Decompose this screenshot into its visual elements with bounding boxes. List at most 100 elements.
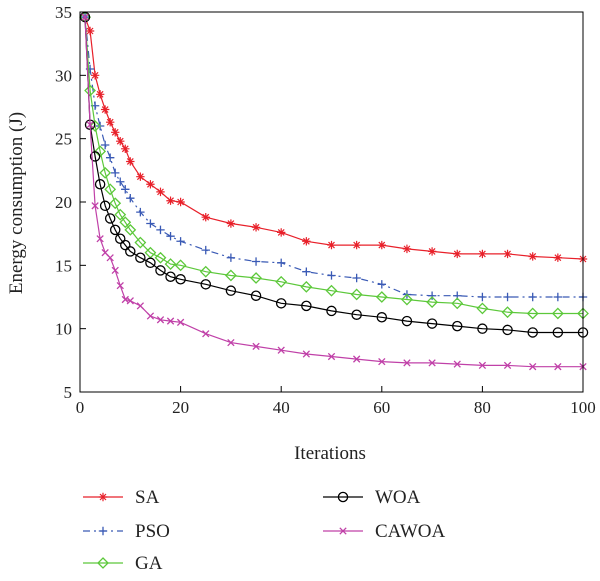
data-point-sa [528,252,537,261]
y-tick-label: 5 [64,383,73,402]
data-point-woa [175,274,186,285]
legend-marker [97,557,109,569]
data-point-pso [553,292,563,302]
data-point-woa [401,315,413,327]
data-point-pso [377,280,386,289]
data-point-woa [120,239,131,251]
plot-area [79,11,589,371]
data-point-woa [125,246,136,257]
data-point-cawoa [156,316,165,324]
data-point-pso [226,253,236,262]
data-point-ga [109,197,122,210]
data-point-sa [352,240,361,250]
data-point-cawoa [166,317,175,325]
data-point-pso [116,177,125,186]
legend-label: PSO [135,521,170,542]
x-tick-label: 40 [273,398,290,417]
data-point-ga [350,288,363,301]
data-point-woa [109,224,121,236]
data-point-woa [99,200,111,212]
data-point-ga [164,258,177,270]
data-point-ga [224,269,237,282]
data-point-woa [426,318,438,329]
data-point-pso [105,153,115,162]
data-point-sa [100,105,110,114]
x-tick-label: 80 [474,398,491,417]
legend-entry-sa: SA [83,487,160,508]
data-point-sa [327,240,336,250]
data-point-sa [90,71,100,80]
data-point-sa [121,144,130,153]
data-point-pso [166,232,175,241]
legend-label: CAWOA [375,521,446,542]
data-point-pso [111,168,120,178]
data-point-ga [124,223,137,236]
data-point-woa [552,327,564,338]
data-point-sa [176,197,185,207]
data-point-woa [114,233,126,244]
data-point-cawoa [111,266,119,275]
series-sa [80,12,588,264]
data-point-pso [121,185,130,194]
data-point-cawoa [327,352,336,361]
data-point-cawoa [81,13,89,21]
data-point-ga [134,236,147,249]
data-point-woa [104,213,116,224]
data-point-woa [326,305,337,317]
legend-marker [98,526,108,536]
series-cawoa [81,13,587,371]
series-line-sa [84,16,584,260]
data-point-sa [503,249,512,259]
data-point-ga [275,275,288,288]
data-point-pso [201,245,210,255]
y-tick-label: 10 [55,320,72,339]
x-axis-title: Iterations [294,443,366,464]
x-tick-label: 100 [570,398,596,417]
data-point-sa [478,249,487,259]
data-point-woa [94,179,106,190]
data-point-cawoa [176,318,185,326]
data-point-woa [502,324,513,336]
data-point-sa [111,128,120,137]
data-point-cawoa [478,361,487,370]
data-point-sa [146,180,155,189]
data-point-pso [100,140,110,150]
y-axis-title: Energy consumption (J) [6,112,27,294]
data-point-ga [119,216,132,229]
data-point-cawoa [352,355,361,363]
legend-label: GA [135,553,163,574]
data-point-sa [116,137,125,146]
data-point-pso [427,291,437,300]
data-point-woa [225,285,237,296]
data-point-pso [146,219,155,228]
data-point-cawoa [529,363,537,371]
data-point-woa [200,279,211,290]
data-point-sa [402,244,412,254]
legend: SA PSO GA WOA CAWOA [83,487,446,574]
data-point-pso [302,267,311,276]
data-point-ga [526,307,539,320]
data-point-woa [89,151,101,162]
data-point-sa [166,196,175,205]
data-point-sa [553,253,563,262]
data-point-woa [250,290,262,301]
data-point-cawoa [252,342,260,351]
data-point-sa [126,157,135,166]
y-tick-label: 20 [55,193,72,212]
data-point-ga [99,166,112,179]
data-point-pso [327,271,336,280]
data-point-cawoa [503,361,512,370]
data-point-ga [476,302,489,315]
legend-entry-pso: PSO [83,521,170,542]
data-point-ga [199,265,212,278]
data-point-woa [477,323,488,334]
y-tick-label: 25 [55,130,72,149]
data-point-ga [375,291,388,303]
series-line-ga [84,17,583,315]
data-point-cawoa [91,202,99,210]
legend-marker [339,527,347,535]
series-pso [80,12,588,302]
data-point-sa [85,26,95,36]
data-point-pso [251,257,261,266]
